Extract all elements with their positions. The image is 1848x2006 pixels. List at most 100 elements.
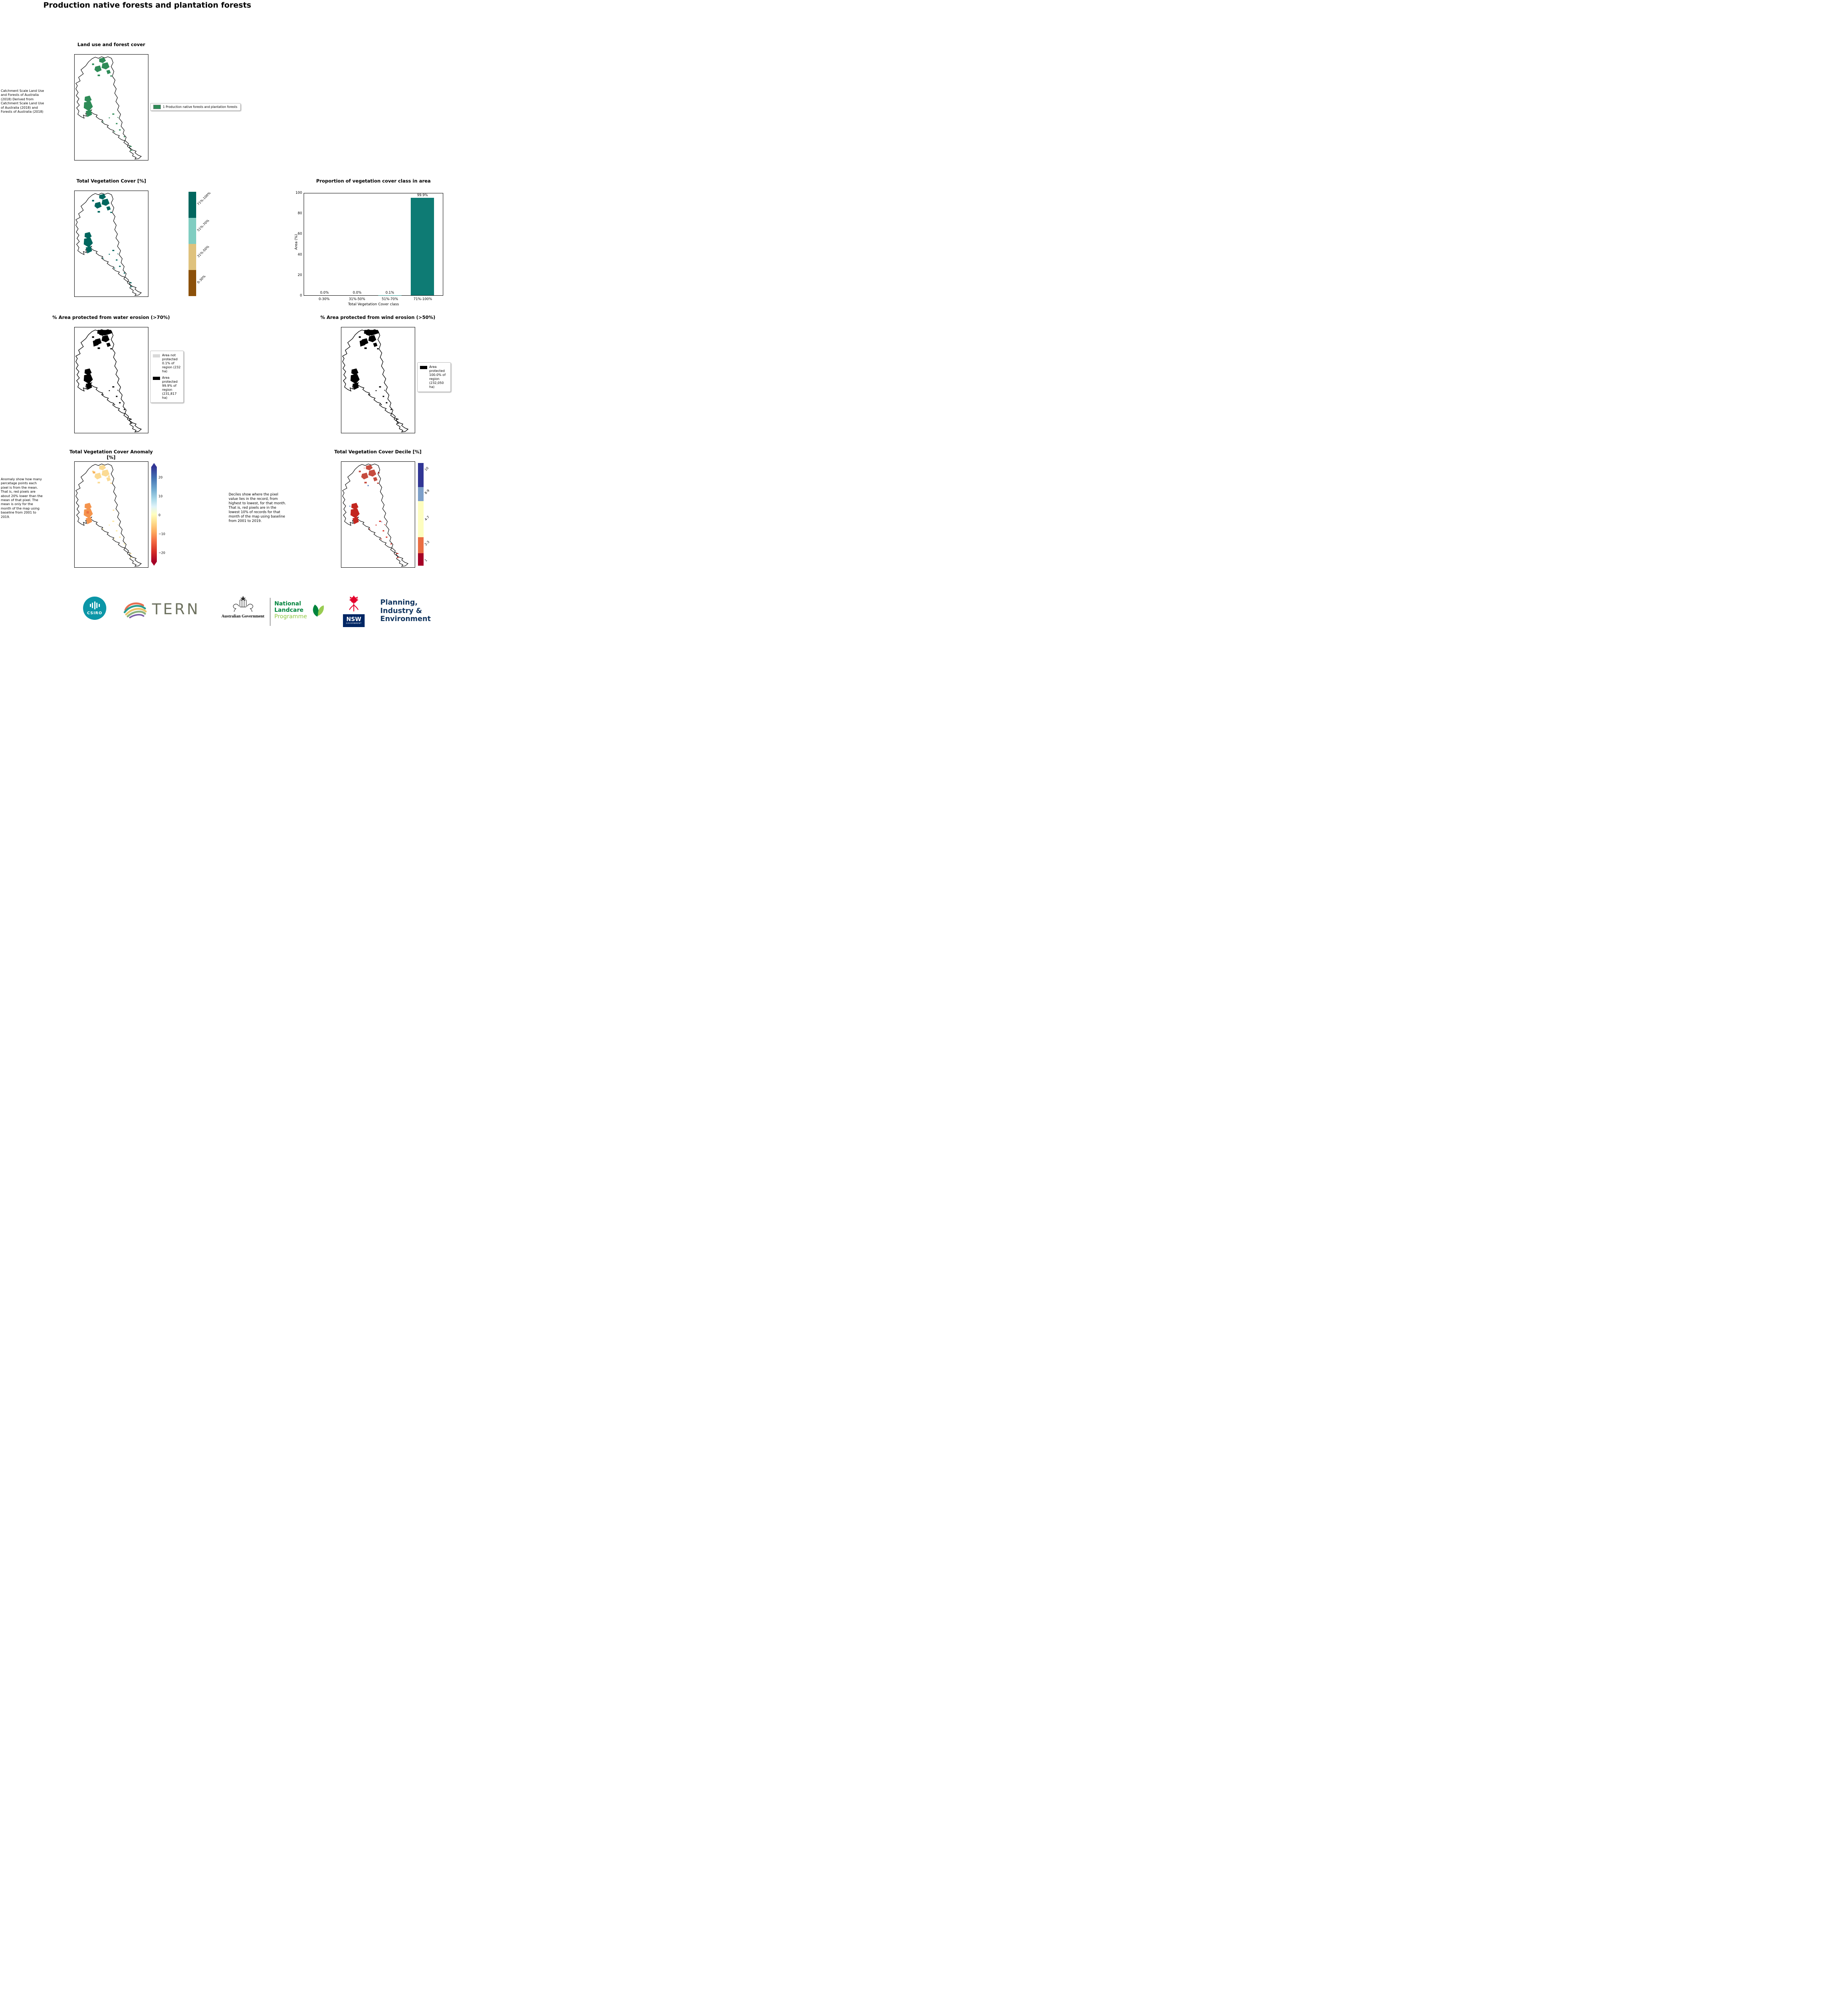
- veg-cover-class-label-3: 31%-50%: [196, 245, 210, 258]
- csiro-dots-icon: [89, 601, 100, 610]
- veg-cover-colorbar-seg-3: [189, 244, 196, 270]
- landcare-line-national: National: [274, 601, 301, 607]
- land-use-map: [74, 54, 148, 160]
- water-protected-swatch: [153, 377, 160, 380]
- anomaly-tick-neg20: −20: [158, 551, 165, 555]
- decile-label-2-3: 2-3: [424, 540, 430, 546]
- decile-seg-1: [418, 553, 424, 566]
- csiro-wordmark: CSIRO: [87, 611, 102, 615]
- decile-seg-4-7: [418, 501, 424, 537]
- anomaly-title: Total Vegetation Cover Anomaly [%]: [69, 449, 153, 460]
- tern-wordmark: TERN: [152, 600, 200, 618]
- bar-column-0-30: 0.0%: [308, 193, 341, 295]
- bar-value-label: 99.9%: [417, 193, 428, 197]
- chart-title: Proportion of vegetation cover class in …: [316, 178, 431, 184]
- anomaly-colorbar-bottom-arrow: [151, 562, 157, 566]
- veg-cover-colorbar-seg-4: [189, 270, 196, 296]
- land-use-legend-label: 1 Production native forests and plantati…: [163, 105, 237, 109]
- waratah-icon: [349, 595, 359, 612]
- anomaly-tick-neg10: −10: [158, 532, 165, 536]
- decile-map-svg: [342, 463, 408, 567]
- land-use-legend-swatch: [153, 105, 161, 109]
- wind-erosion-title: % Area protected from wind erosion (>50%…: [320, 315, 436, 320]
- y-tick-100: 100: [295, 191, 302, 195]
- decile-seg-8-9: [418, 487, 424, 501]
- nsw-wordmark: NSW: [346, 616, 361, 623]
- wind-protected-label: Area protected 100.0% of region (232,050…: [429, 365, 446, 389]
- water-erosion-map-svg: [75, 329, 142, 432]
- dpie-line-industry: Industry &: [380, 607, 422, 615]
- decile-note: Deciles show where the pixel value lies …: [229, 493, 286, 524]
- land-use-map-svg: [75, 56, 142, 160]
- landcare-leaf-icon: [313, 605, 324, 617]
- chart-x-axis-label: Total Vegetation Cover class: [348, 303, 399, 307]
- land-use-legend: 1 Production native forests and plantati…: [150, 103, 241, 111]
- decile-seg-2-3: [418, 537, 424, 553]
- nsw-blue-box: NSW GOVERNMENT: [343, 614, 365, 627]
- dpie-line-planning: Planning,: [380, 599, 418, 607]
- x-tick-51-70: 51%-70%: [381, 297, 398, 301]
- chart-x-ticks: 0-30% 31%-50% 51%-70% 71%-100%: [304, 297, 443, 301]
- tern-logo: TERN: [122, 599, 200, 619]
- landcare-line-programme: Programme: [274, 613, 307, 620]
- y-tick-0: 0: [300, 294, 302, 298]
- veg-cover-title: Total Vegetation Cover [%]: [76, 178, 146, 184]
- anomaly-tick-0: 0: [158, 513, 161, 517]
- decile-seg-10: [418, 463, 424, 487]
- land-use-source-note: Catchment Scale Land Use and Forests of …: [1, 89, 44, 114]
- bar-column-71-100: 99.9%: [406, 193, 439, 295]
- decile-label-1: 1: [424, 558, 428, 562]
- bar-value-label: 0.0%: [353, 291, 362, 295]
- wind-erosion-map-svg: [342, 329, 408, 432]
- chart-plot-area: 0.0% 0.0% 0.1% 99.9%: [304, 193, 443, 296]
- chart-bars: 0.0% 0.0% 0.1% 99.9%: [304, 193, 443, 295]
- anomaly-map-svg: [75, 463, 142, 567]
- anomaly-map: [74, 461, 148, 568]
- water-erosion-title: % Area protected from water erosion (>70…: [52, 315, 170, 320]
- csiro-logo-icon: CSIRO: [83, 597, 106, 620]
- water-protected-label: Area protected 99.9% of region (231,817 …: [162, 376, 178, 400]
- anomaly-colorbar-gradient: [151, 467, 157, 562]
- bar-value-label: 0.1%: [385, 290, 394, 295]
- bar-column-51-70: 0.1%: [373, 193, 406, 295]
- veg-cover-map: [74, 191, 148, 297]
- report-page: Production native forests and plantation…: [0, 0, 462, 641]
- water-not-protected-label: Area not protected 0.1% of region (232 h…: [162, 353, 181, 373]
- australian-government-wordmark: Australian Government: [221, 614, 265, 619]
- coat-of-arms-icon: [233, 596, 253, 612]
- csiro-logo: CSIRO: [83, 597, 106, 620]
- decile-map: [341, 461, 415, 568]
- anomaly-note: Anomaly show how many percetage points e…: [1, 477, 43, 519]
- bar-value-label: 0.0%: [320, 291, 329, 295]
- decile-label-4-7: 4-7: [424, 515, 430, 522]
- y-tick-20: 20: [298, 273, 302, 277]
- anomaly-colorbar: 20 10 0 −10 −20: [151, 463, 165, 566]
- water-erosion-legend: Area not protected 0.1% of region (232 h…: [150, 351, 184, 403]
- veg-cover-class-label-4: 0-30%: [196, 274, 207, 284]
- bar-71-100: [411, 198, 434, 295]
- veg-cover-colorbar-seg-1: [189, 192, 196, 218]
- water-erosion-map: [74, 327, 148, 433]
- decile-title: Total Vegetation Cover Decile [%]: [334, 449, 422, 455]
- dpie-wordmark: Planning, Industry & Environment: [380, 599, 431, 623]
- decile-label-10: 10: [424, 466, 430, 472]
- x-tick-31-50: 31%-50%: [349, 297, 365, 301]
- veg-cover-class-label-1: 71%-100%: [196, 191, 211, 206]
- land-use-title: Land use and forest cover: [77, 42, 145, 47]
- page-title: Production native forests and plantation…: [43, 1, 252, 10]
- y-tick-40: 40: [298, 252, 302, 257]
- wind-protected-swatch: [420, 366, 427, 369]
- water-not-protected-swatch: [153, 354, 160, 357]
- tern-scribble-icon: [124, 602, 147, 619]
- y-tick-60: 60: [298, 232, 302, 236]
- anomaly-colorbar-top-arrow: [151, 463, 157, 467]
- x-tick-71-100: 71%-100%: [413, 297, 432, 301]
- veg-cover-class-label-2: 51%-70%: [196, 219, 210, 232]
- veg-cover-colorbar: 71%-100% 51%-70% 31%-50% 0-30%: [189, 191, 211, 296]
- anomaly-tick-20: 20: [158, 475, 163, 479]
- nsw-government-logo: NSW GOVERNMENT: [343, 595, 365, 627]
- decile-colorbar: 10 8-9 4-7 2-3 1: [418, 463, 430, 566]
- y-tick-80: 80: [298, 211, 302, 216]
- anomaly-tick-10: 10: [158, 494, 163, 498]
- x-tick-0-30: 0-30%: [318, 297, 330, 301]
